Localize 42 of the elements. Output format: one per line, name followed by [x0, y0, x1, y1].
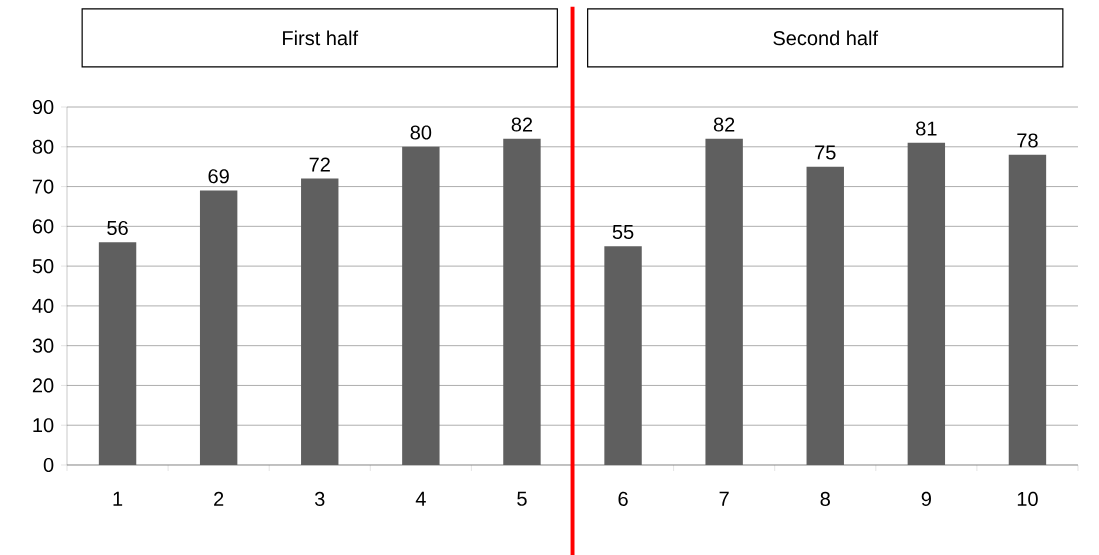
data-label: 55	[612, 225, 634, 240]
y-tick-label: 80	[32, 139, 54, 154]
data-label: 72	[309, 157, 330, 172]
bar	[98, 242, 137, 465]
y-tick-label: 50	[32, 259, 54, 274]
x-tick-label: 9	[921, 491, 931, 507]
y-tick-label: 90	[32, 99, 54, 115]
x-tick-label: 3	[314, 491, 325, 507]
data-label: 78	[1017, 133, 1038, 148]
bar	[604, 246, 642, 465]
x-tick-label: 7	[719, 491, 729, 506]
x-tick-label: 5	[517, 491, 527, 506]
bar	[503, 138, 541, 465]
bar	[1008, 154, 1047, 465]
y-tick-label: 0	[43, 457, 54, 473]
x-tick-label: 6	[618, 491, 628, 507]
bar	[705, 138, 743, 465]
data-label: 82	[713, 117, 735, 132]
data-label: 81	[916, 121, 937, 136]
y-tick-label: 20	[32, 378, 54, 393]
data-label: 80	[410, 125, 432, 140]
bar	[199, 190, 238, 465]
text: Second half	[773, 30, 879, 46]
y-tick-label: 10	[33, 418, 54, 433]
y-tick-label: 60	[32, 219, 54, 234]
x-tick-label: 10	[1017, 491, 1038, 507]
text: First half	[283, 30, 359, 46]
bar	[402, 146, 440, 465]
x-tick-label: 1	[113, 491, 123, 506]
data-label: 75	[815, 145, 836, 160]
x-tick-label: 4	[415, 491, 426, 506]
y-tick-label: 70	[32, 179, 54, 194]
data-label: 82	[511, 117, 533, 132]
data-label: 69	[208, 169, 229, 184]
y-tick-label: 40	[32, 298, 54, 313]
bar	[806, 166, 844, 465]
data-label: 56	[107, 220, 128, 236]
y-tick-label: 30	[32, 338, 54, 353]
bar	[907, 142, 946, 465]
x-tick-label: 8	[820, 491, 830, 507]
x-tick-label: 2	[214, 491, 224, 506]
bar	[301, 178, 339, 465]
